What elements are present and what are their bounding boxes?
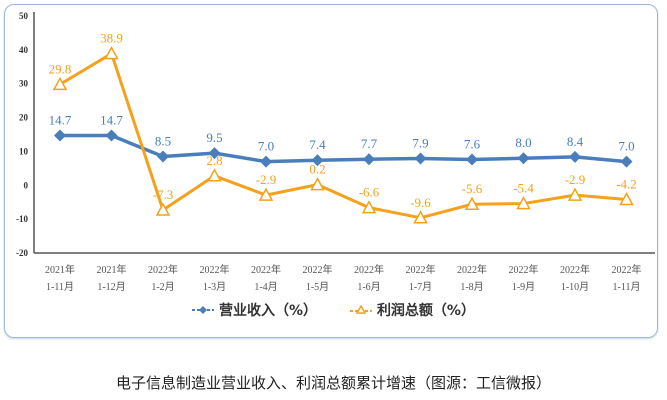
data-point xyxy=(363,153,375,166)
x-tick-label: 2022年 xyxy=(303,263,333,276)
data-label: 9.5 xyxy=(206,130,222,145)
data-label: -2.9 xyxy=(256,172,277,187)
x-tick-label: 1-11月 xyxy=(613,281,641,293)
data-point xyxy=(620,155,633,168)
series-line xyxy=(60,133,627,164)
legend-label: 营业收入（%） xyxy=(219,303,318,319)
x-tick-label: 2021年 xyxy=(97,263,127,276)
x-tick-label: 1-10月 xyxy=(561,281,589,293)
data-label: 7.4 xyxy=(309,137,326,152)
data-label: 7.6 xyxy=(464,137,481,152)
diamond-marker-icon xyxy=(192,306,215,314)
legend-item-revenue: 营业收入（%） xyxy=(192,300,317,320)
x-tick-label: 2022年 xyxy=(560,263,590,276)
data-point xyxy=(157,150,169,163)
x-tick-label: 1-11月 xyxy=(46,281,74,293)
y-tick-label: 10 xyxy=(19,146,29,156)
data-label: 38.9 xyxy=(100,31,123,46)
legend-item-profit: 利润总额（%） xyxy=(349,300,475,320)
y-tick-label: 40 xyxy=(19,45,29,55)
data-point xyxy=(310,177,325,191)
data-label: 7.9 xyxy=(412,136,428,151)
data-point xyxy=(414,152,427,165)
y-tick-label: 30 xyxy=(19,79,29,89)
x-tick-label: 1-5月 xyxy=(306,281,329,293)
y-tick-label: 0 xyxy=(24,180,29,190)
data-point xyxy=(619,191,634,206)
x-tick-label: 2022年 xyxy=(148,263,178,276)
figure-caption: 电子信息制造业营业收入、利润总额累计增速（图源：工信微报） xyxy=(115,374,551,392)
data-point xyxy=(207,168,222,182)
x-tick-label: 2022年 xyxy=(354,263,384,276)
y-tick-label: -10 xyxy=(16,214,28,224)
series-line xyxy=(59,52,627,220)
legend: 营业收入（%） 利润总额（%） xyxy=(0,300,667,320)
data-label: 0.2 xyxy=(309,162,325,177)
data-label: 7.7 xyxy=(361,136,378,151)
data-point xyxy=(517,152,530,165)
data-point xyxy=(260,155,272,168)
data-label: -9.6 xyxy=(410,195,431,210)
data-label: -5.6 xyxy=(462,181,483,196)
data-label: -4.2 xyxy=(616,177,637,192)
data-label: 8.5 xyxy=(155,134,171,149)
data-label: -2.9 xyxy=(565,172,586,187)
data-label: 8.4 xyxy=(567,134,584,149)
x-tick-label: 1-3月 xyxy=(203,281,226,293)
data-point xyxy=(54,129,66,142)
y-tick-label: 50 xyxy=(19,11,29,21)
x-tick-label: 2021年 xyxy=(45,263,75,276)
data-label: -5.4 xyxy=(513,181,534,196)
line-chart: -20 -10 0 10 20 30 40 50 2021年 1-11月 2021年 1-12月 202… xyxy=(16,11,655,293)
data-point xyxy=(569,150,581,163)
x-tick-label: 2022年 xyxy=(509,263,539,276)
legend-label: 利润总额（%） xyxy=(376,303,475,319)
data-point xyxy=(104,46,119,60)
y-tick-label: 20 xyxy=(19,113,29,123)
x-tick-label: 1-2月 xyxy=(151,281,174,293)
x-tick-label: 1-7月 xyxy=(409,281,432,293)
x-tick-label: 2022年 xyxy=(457,263,487,276)
x-tick-label: 1-4月 xyxy=(254,281,277,293)
data-point xyxy=(361,200,377,214)
x-tick-label: 2022年 xyxy=(251,263,281,276)
x-tick-label: 1-6月 xyxy=(357,281,380,293)
data-point xyxy=(311,154,324,167)
data-point xyxy=(464,196,480,210)
x-tick-label: 2022年 xyxy=(406,263,436,276)
data-point xyxy=(208,147,221,160)
x-tick-label: 1-9月 xyxy=(512,281,535,293)
data-point xyxy=(52,76,68,91)
data-point xyxy=(155,202,171,216)
x-tick-label: 2022年 xyxy=(200,263,230,276)
chart-frame xyxy=(4,4,658,338)
data-label: -6.6 xyxy=(359,185,380,200)
x-tick-label: 1-12月 xyxy=(97,281,125,293)
triangle-marker-icon xyxy=(349,305,372,314)
data-point xyxy=(466,153,478,166)
data-label: 7.0 xyxy=(618,139,634,154)
x-tick-label: 1-8月 xyxy=(460,281,483,293)
data-point xyxy=(516,196,531,210)
data-label: 29.8 xyxy=(49,61,72,76)
data-label: 7.0 xyxy=(258,139,274,154)
data-label: 8.0 xyxy=(515,135,531,150)
data-point xyxy=(258,187,274,201)
data-point xyxy=(105,129,118,142)
data-label: -7.3 xyxy=(153,187,174,202)
data-label: 14.7 xyxy=(49,113,72,128)
data-label: 14.7 xyxy=(100,113,123,128)
data-point xyxy=(567,187,583,201)
data-point xyxy=(413,210,428,224)
x-tick-label: 2022年 xyxy=(612,263,642,276)
data-label: 2.8 xyxy=(206,153,222,168)
y-tick-label: -20 xyxy=(16,248,28,258)
